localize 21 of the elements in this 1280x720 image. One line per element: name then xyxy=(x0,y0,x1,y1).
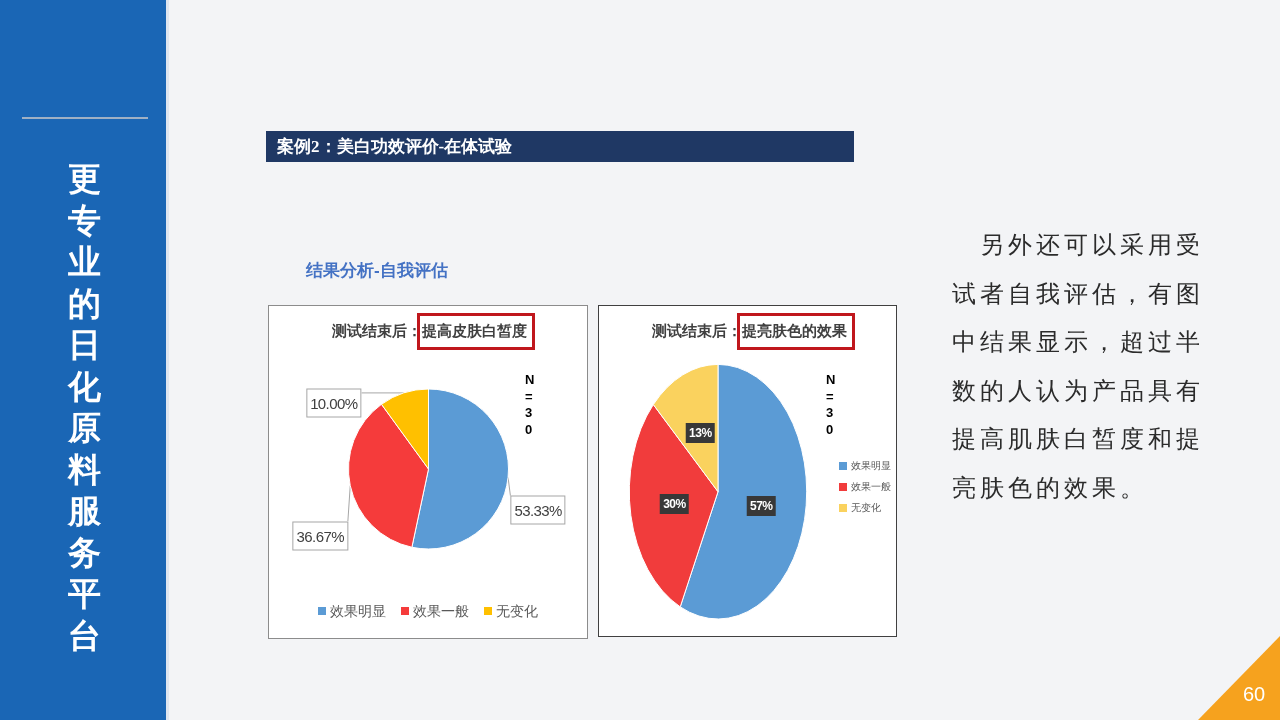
data-label: 10.00% xyxy=(306,388,362,418)
data-label: 53.33% xyxy=(510,495,566,525)
text: 更专业的日化原料服务平台 xyxy=(67,160,101,654)
chart-title: 测试结束后：提高皮肤白皙度 xyxy=(331,322,527,340)
data-label: 36.67% xyxy=(292,521,348,551)
text: 结果分析-自我评估 xyxy=(306,260,448,282)
legend-label: 无变化 xyxy=(851,500,881,515)
data-label: 57% xyxy=(747,495,776,516)
text: 另外还可以采用受试者自我评估，有图中结果显示，超过半数的人认为产品具有提高肌肤白皙度和提亮肤色的效果。 xyxy=(952,231,1205,503)
text: 案例2：美白功效评价-在体试验 xyxy=(277,136,513,158)
legend-label: 无变化 xyxy=(496,602,538,620)
legend-label: 效果一般 xyxy=(851,479,891,494)
data-label: 30% xyxy=(660,493,689,514)
legend-label: 效果一般 xyxy=(413,602,469,620)
legend-label: 效果明显 xyxy=(851,458,891,473)
legend-label: 效果明显 xyxy=(330,602,386,620)
chart-title: 测试结束后：提亮肤色的效果 xyxy=(651,322,847,340)
data-label: 13% xyxy=(686,423,715,444)
annotation: N=30 xyxy=(525,372,536,439)
text: 60 xyxy=(1241,683,1267,705)
annotation: N=30 xyxy=(826,372,837,439)
